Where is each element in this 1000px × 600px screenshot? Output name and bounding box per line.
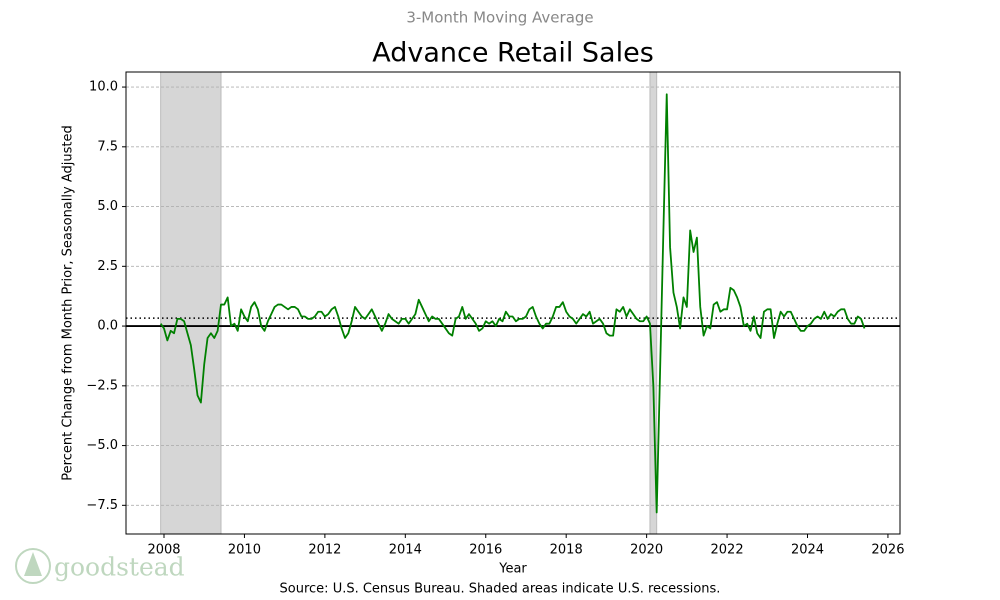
logo-tree	[24, 552, 42, 576]
chart-subtitle: 3-Month Moving Average	[406, 9, 593, 27]
y-tick-label: 2.5	[97, 259, 118, 274]
x-tick-label: 2026	[871, 543, 904, 558]
y-tick-label: 0.0	[97, 319, 118, 334]
x-tick-label: 2016	[469, 543, 502, 558]
y-tick-label: 5.0	[97, 199, 118, 214]
x-tick-label: 2010	[228, 543, 261, 558]
x-tick-label: 2020	[630, 543, 663, 558]
plot-frame	[125, 71, 901, 535]
x-tick-label: 2008	[147, 543, 180, 558]
y-axis-label: Percent Change from Month Prior, Seasona…	[61, 125, 76, 480]
x-tick-label: 2024	[791, 543, 824, 558]
plot-area: −7.5 −5.0 −2.5 0.0 2.5 5.0 7.5 10.0 2008 2010 2012…	[86, 71, 904, 558]
y-tick-label: −7.5	[86, 498, 118, 513]
recession-band	[160, 71, 222, 535]
y-tick-label: −2.5	[86, 378, 118, 393]
source-note: Source: U.S. Census Bureau. Shaded areas…	[280, 582, 721, 597]
logo: goodstead	[15, 548, 185, 584]
data-line	[159, 93, 866, 514]
logo-ring	[15, 548, 51, 584]
logo-text: goodstead	[54, 553, 185, 582]
y-tick-label: 10.0	[89, 80, 118, 95]
y-tick-label: −5.0	[86, 438, 118, 453]
chart-title: Advance Retail Sales	[372, 38, 654, 69]
y-tick-label: 7.5	[97, 139, 118, 154]
x-tick-label: 2018	[550, 543, 583, 558]
x-tick-label: 2014	[389, 543, 422, 558]
x-tick-label: 2022	[711, 543, 744, 558]
x-axis-label: Year	[498, 562, 527, 577]
x-tick-label: 2012	[308, 543, 341, 558]
